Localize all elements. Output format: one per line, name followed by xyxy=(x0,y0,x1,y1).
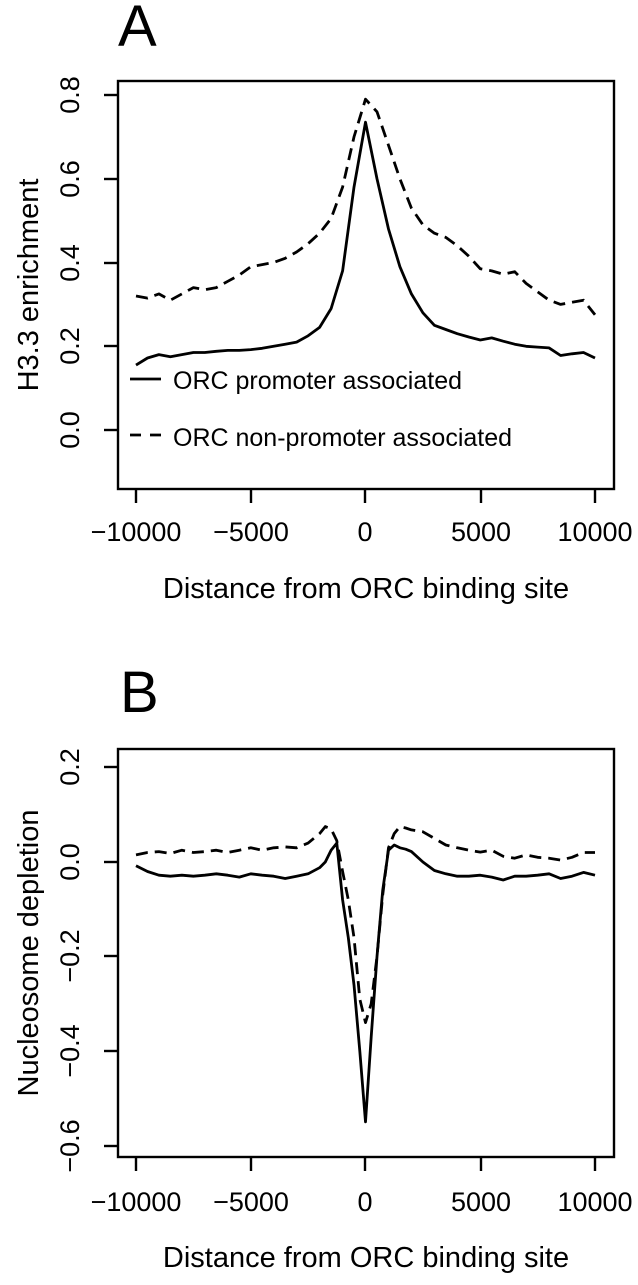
panel-a-y-axis: 0.0 0.2 0.4 0.6 0.8 H3.3 enrichment xyxy=(13,76,118,449)
legend-label-non-promoter: ORC non-promoter associated xyxy=(173,424,512,452)
y-tick-label: 0.2 xyxy=(55,327,85,365)
y-tick-label: −0.2 xyxy=(55,929,85,982)
x-tick-label: 10000 xyxy=(557,517,632,547)
curve-orc-non-promoter-associated xyxy=(135,825,595,1024)
panel-b-x-axis: −10000 −5000 0 5000 10000 Distance from … xyxy=(91,1157,633,1274)
legend-label-promoter: ORC promoter associated xyxy=(173,367,462,395)
y-tick-label: 0.6 xyxy=(55,160,85,198)
panel-b-label: B xyxy=(120,660,159,725)
x-tick-label: −5000 xyxy=(213,517,289,547)
panel-a-legend: ORC promoter associated ORC non-promoter… xyxy=(130,367,512,452)
panel-a-label: A xyxy=(118,0,157,59)
curve-orc-promoter-associated xyxy=(135,120,596,367)
x-axis-title: Distance from ORC binding site xyxy=(163,1242,569,1274)
panel-a: A −10000 −5000 0 5000 10000 Distance fro… xyxy=(13,0,633,605)
x-tick-label: 5000 xyxy=(451,1187,511,1217)
curve-orc-promoter-associated xyxy=(135,841,596,1124)
x-tick-label: −10000 xyxy=(91,1187,182,1217)
y-tick-label: 0.0 xyxy=(55,843,85,881)
x-tick-label: 5000 xyxy=(451,517,511,547)
x-tick-label: 0 xyxy=(357,1187,372,1217)
curve-orc-non-promoter-associated xyxy=(135,97,597,316)
panel-b: B −10000 −5000 0 5000 10000 Distance fro… xyxy=(13,660,633,1274)
y-tick-label: −0.6 xyxy=(55,1119,85,1172)
y-axis-title: H3.3 enrichment xyxy=(13,179,45,392)
panel-a-plot-area xyxy=(135,97,597,367)
x-tick-label: −10000 xyxy=(91,517,182,547)
y-tick-label: 0.0 xyxy=(55,411,85,449)
y-tick-label: −0.4 xyxy=(55,1024,85,1077)
y-axis-title: Nucleosome depletion xyxy=(13,810,45,1097)
panel-a-x-axis: −10000 −5000 0 5000 10000 Distance from … xyxy=(91,489,633,605)
x-axis-title: Distance from ORC binding site xyxy=(163,573,569,605)
x-tick-label: 10000 xyxy=(557,1187,632,1217)
x-tick-label: 0 xyxy=(357,517,372,547)
x-tick-label: −5000 xyxy=(213,1187,289,1217)
y-tick-label: 0.2 xyxy=(55,748,85,786)
panel-b-y-axis: 0.2 0.0 −0.2 −0.4 −0.6 Nucleosome deplet… xyxy=(13,748,118,1173)
y-tick-label: 0.4 xyxy=(55,244,85,282)
y-tick-label: 0.8 xyxy=(55,76,85,114)
panel-b-plot-area xyxy=(135,825,596,1124)
